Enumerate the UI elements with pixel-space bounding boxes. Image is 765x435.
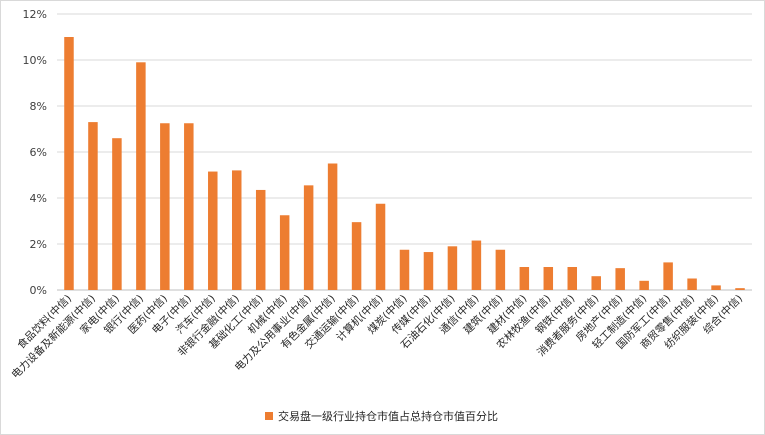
bar bbox=[231, 170, 242, 290]
y-tick-label: 10% bbox=[23, 54, 47, 67]
bar bbox=[208, 171, 218, 290]
bar bbox=[567, 267, 578, 290]
bar bbox=[88, 122, 98, 290]
bar bbox=[327, 163, 338, 290]
y-tick-label: 4% bbox=[30, 192, 47, 205]
y-tick-label: 12% bbox=[23, 8, 47, 21]
legend-label: 交易盘一级行业持仓市值占总持仓市值百分比 bbox=[278, 409, 498, 423]
y-axis: 0% 2% 4% 6% 8% 10% 12% bbox=[23, 8, 47, 297]
bar bbox=[615, 268, 625, 290]
gridlines bbox=[57, 13, 752, 291]
bar bbox=[495, 249, 506, 290]
bar bbox=[471, 240, 482, 290]
bar bbox=[303, 185, 314, 290]
bar bbox=[375, 203, 386, 290]
bar bbox=[711, 285, 721, 290]
bar bbox=[399, 249, 410, 290]
y-tick-label: 2% bbox=[30, 238, 47, 251]
bar bbox=[519, 267, 530, 290]
bar bbox=[64, 37, 74, 290]
y-tick-label: 0% bbox=[30, 284, 47, 297]
bar bbox=[735, 288, 745, 290]
bar bbox=[447, 246, 458, 290]
bar bbox=[160, 123, 170, 290]
bar bbox=[543, 267, 554, 290]
bar bbox=[423, 252, 434, 290]
bar bbox=[687, 278, 697, 290]
x-axis: 食品饮料(中信)电力设备及新能源(中信)家电(中信)银行(中信)医药(中信)电子… bbox=[9, 292, 745, 381]
bar bbox=[184, 123, 194, 290]
bar bbox=[663, 262, 673, 290]
bar bbox=[255, 189, 266, 290]
bars bbox=[64, 37, 745, 290]
bar bbox=[112, 138, 122, 290]
legend-swatch bbox=[265, 412, 273, 420]
bar bbox=[351, 222, 362, 290]
bar bbox=[591, 276, 601, 290]
y-tick-label: 8% bbox=[30, 100, 47, 113]
bar bbox=[639, 280, 649, 290]
legend: 交易盘一级行业持仓市值占总持仓市值百分比 bbox=[265, 409, 498, 423]
bar bbox=[279, 215, 290, 290]
bar bbox=[136, 62, 146, 290]
y-tick-label: 6% bbox=[30, 146, 47, 159]
